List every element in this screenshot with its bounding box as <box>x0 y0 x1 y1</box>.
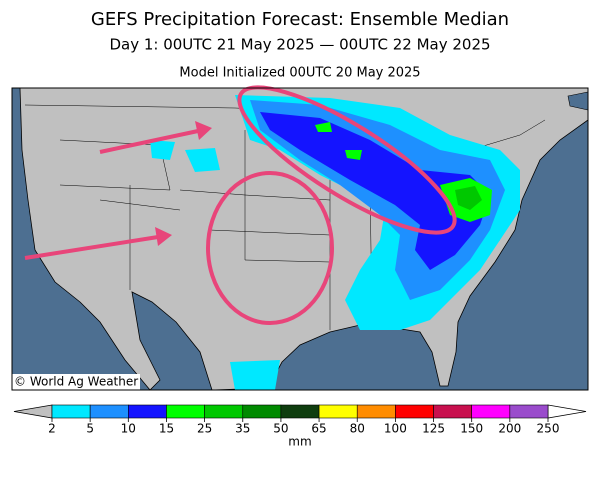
colorbar-segment <box>280 404 320 419</box>
colorbar-tick-label: 80 <box>350 422 365 436</box>
colorbar-segment <box>471 404 511 419</box>
colorbar-segment <box>242 404 282 419</box>
colorbar-segment <box>395 404 434 419</box>
colorbar-tick-label: 15 <box>159 422 174 436</box>
credit: © World Ag Weather <box>14 375 138 389</box>
colorbar-under <box>13 404 53 419</box>
colorbar-tick-label: 50 <box>273 422 288 436</box>
arrowheads <box>155 121 212 246</box>
colorbar-tick-label: 2 <box>48 422 56 436</box>
initialized: Model Initialized 00UTC 20 May 2025 <box>179 66 420 81</box>
colorbar-tick-label: 200 <box>498 422 521 436</box>
colorbar-unit: mm <box>288 435 311 449</box>
annotations <box>24 85 457 325</box>
colorbar-over <box>547 404 587 419</box>
credit-box <box>12 374 140 390</box>
colorbar-tick-label: 150 <box>460 422 483 436</box>
colorbar-tick-label: 5 <box>86 422 94 436</box>
colorbar-segment <box>433 404 472 419</box>
colorbar-tick-label: 25 <box>197 422 212 436</box>
colorbar-segment <box>204 404 244 419</box>
colorbar-segment <box>128 404 167 419</box>
subtitle: Day 1: 00UTC 21 May 2025 — 00UTC 22 May … <box>109 36 490 54</box>
colorbar-tick-label: 35 <box>235 422 250 436</box>
colorbar-tick-label: 65 <box>311 422 326 436</box>
colorbar-tick-label: 100 <box>384 422 407 436</box>
map-frame <box>11 87 589 391</box>
colorbar-segment <box>356 404 396 419</box>
colorbar-segment <box>166 404 205 419</box>
colorbar-tick-label: 10 <box>121 422 136 436</box>
colorbar-segment <box>51 404 91 419</box>
colorbar-tick-label: 125 <box>422 422 445 436</box>
colorbar-segment <box>89 404 129 419</box>
colorbar-segment <box>318 404 358 419</box>
colorbar-segment <box>509 404 549 419</box>
title: GEFS Precipitation Forecast: Ensemble Me… <box>91 9 509 30</box>
map: © World Ag Weather <box>11 85 589 391</box>
colorbar: 2 5 10 15 25 35 50 65 80 100 125 150 200 250 <box>13 404 587 436</box>
colorbar-tick-label: 250 <box>537 422 560 436</box>
